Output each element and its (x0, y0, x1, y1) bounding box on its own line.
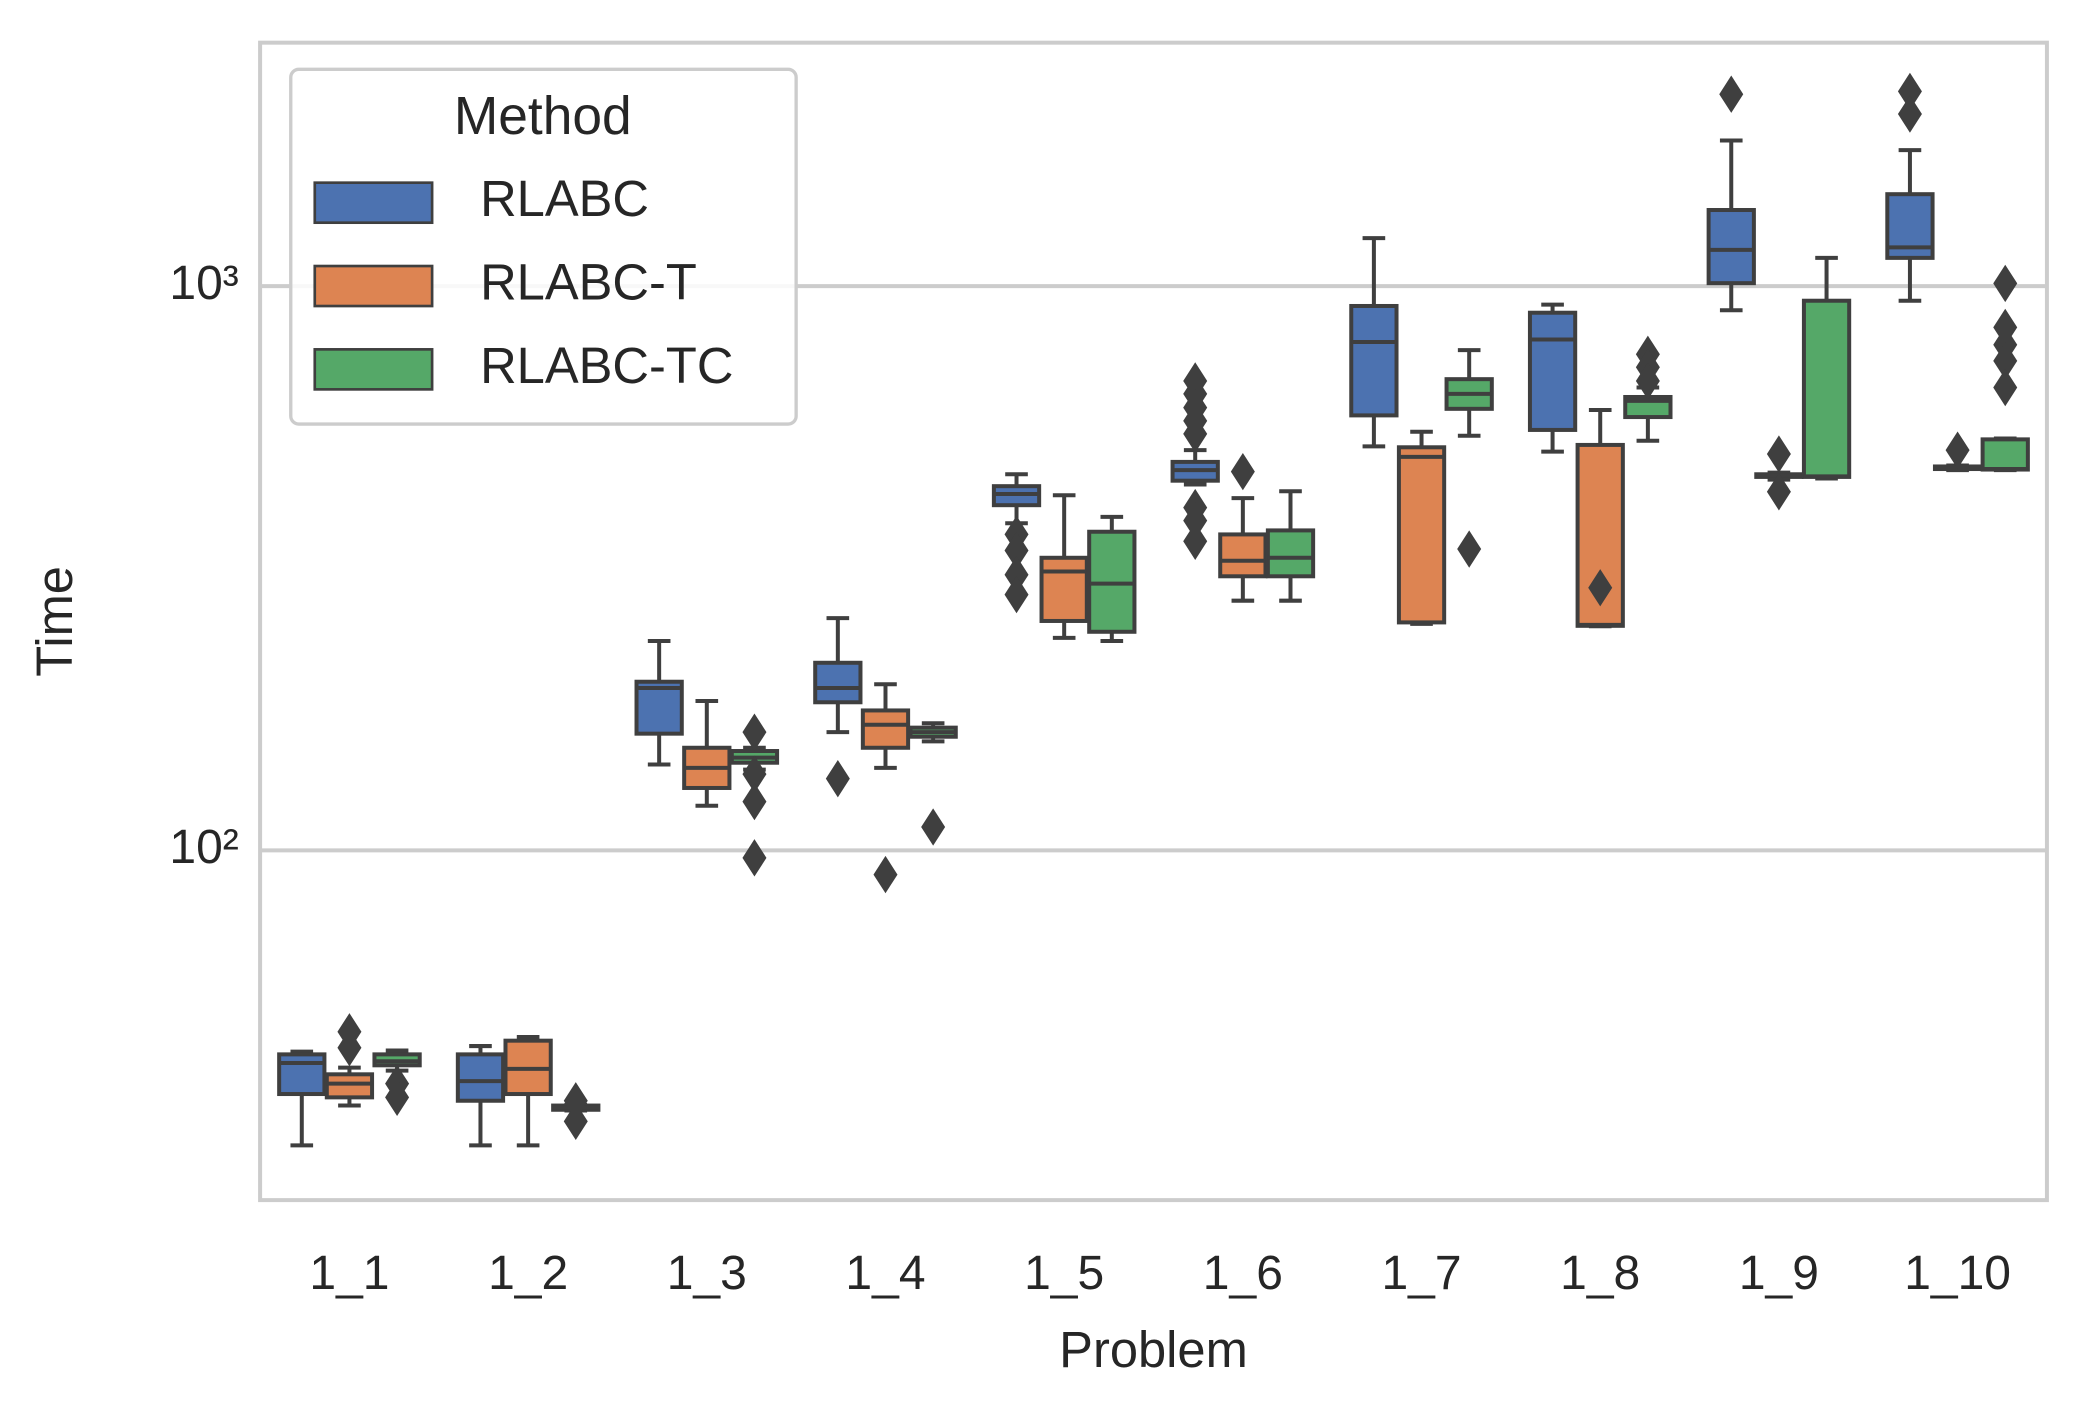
box (1218, 532, 1268, 579)
box (1039, 555, 1089, 623)
legend-swatch (313, 181, 434, 225)
box-group (277, 1049, 327, 1148)
legend-label: RLABC-TC (480, 337, 733, 394)
box (1527, 310, 1578, 432)
box-group (372, 1048, 422, 1117)
box-group (324, 1013, 375, 1108)
flier (563, 1102, 588, 1140)
box-group (455, 1044, 506, 1148)
legend-title: Method (454, 87, 632, 146)
flier (1183, 501, 1208, 540)
box (1396, 445, 1447, 625)
flier (921, 808, 946, 846)
x-tick-label: 1_2 (488, 1247, 568, 1300)
box-group (1754, 435, 1804, 511)
x-tick-label: 1_4 (845, 1247, 925, 1300)
x-tick-label: 1_6 (1203, 1247, 1283, 1300)
box-group (634, 638, 684, 767)
box-group (1706, 75, 1756, 313)
flier (1588, 569, 1613, 607)
plot-frame (258, 40, 2049, 1203)
box-group (1170, 362, 1220, 560)
box-group (1885, 72, 1935, 303)
box-group (1527, 302, 1578, 454)
box-group (1265, 489, 1316, 603)
box (1265, 528, 1316, 579)
flier (1993, 342, 2018, 380)
flier (1719, 75, 1744, 113)
flier (1004, 556, 1029, 594)
legend-swatch (313, 264, 434, 308)
box-group (1444, 348, 1494, 568)
box-group (1575, 408, 1625, 629)
box-group (991, 472, 1042, 614)
flier (825, 759, 850, 798)
flier (1766, 473, 1791, 511)
legend-frame (289, 67, 798, 426)
legend-swatch (313, 348, 434, 391)
x-tick-label: 1_8 (1560, 1247, 1640, 1300)
box-group (551, 1082, 601, 1140)
flier (563, 1082, 588, 1120)
y-axis-label: Time (26, 566, 83, 677)
flier (1897, 72, 1922, 111)
flier (1004, 575, 1029, 614)
box (813, 660, 863, 705)
flier (1766, 435, 1791, 473)
flier (1993, 368, 2018, 407)
box-group (682, 698, 732, 808)
flier (1635, 362, 1660, 400)
box (1706, 208, 1756, 286)
box (455, 1052, 506, 1103)
flier (1945, 431, 1970, 469)
box-group (503, 1034, 553, 1148)
box-group (1039, 493, 1089, 640)
box-group (1932, 431, 1983, 473)
x-axis-label: Problem (1059, 1321, 1248, 1378)
marks (277, 72, 2030, 1148)
box-group (1980, 264, 2030, 473)
legend-label: RLABC-T (480, 253, 697, 310)
box-group (813, 616, 863, 798)
flier (1183, 522, 1208, 560)
box-group (1801, 255, 1852, 481)
y-tick-label: 10³ (169, 257, 238, 310)
legend-label: RLABC (480, 170, 649, 227)
box-group (1623, 335, 1673, 443)
flier (337, 1029, 362, 1067)
box-group (908, 721, 958, 846)
y-tick-label: 10² (169, 821, 238, 874)
grid: 10² 10³ 1_1 1_2 1_3 1_4 1_5 1_6 1_7 1_8 1_9 1_10 (169, 257, 2047, 1300)
flier (1993, 264, 2018, 303)
box (277, 1052, 327, 1097)
box-group (1087, 514, 1137, 643)
x-tick-label: 1_3 (667, 1247, 747, 1300)
box (860, 708, 911, 750)
x-tick-label: 1_7 (1381, 1247, 1461, 1300)
flier (1183, 415, 1208, 453)
box-group (1349, 236, 1399, 449)
box-group (1396, 429, 1447, 626)
x-tick-label: 1_9 (1739, 1247, 1819, 1300)
box (1980, 437, 2030, 472)
flier (385, 1078, 410, 1117)
x-tick-label: 1_1 (309, 1247, 389, 1300)
box (1349, 303, 1399, 418)
flier (1457, 530, 1482, 568)
x-tick-label: 1_5 (1024, 1247, 1104, 1300)
flier (1897, 95, 1922, 133)
x-tick-label: 1_10 (1904, 1247, 2011, 1300)
box (1801, 298, 1852, 479)
box (634, 679, 684, 736)
legend: Method RLABC RLABC-T RLABC-TC (289, 67, 798, 426)
box (324, 1072, 375, 1100)
flier (1004, 531, 1029, 570)
